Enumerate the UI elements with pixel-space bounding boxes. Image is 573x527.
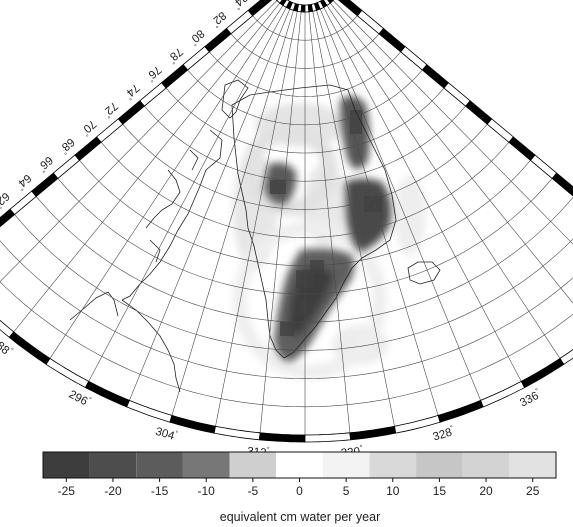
meridian-line xyxy=(332,0,573,303)
iceland-coastline xyxy=(407,261,441,285)
colorbar-tick-label: -25 xyxy=(58,484,76,498)
colorbar-tick-label: -5 xyxy=(248,484,259,498)
frame-segment xyxy=(337,0,363,17)
colorbar-tick-label: 20 xyxy=(479,484,493,498)
colorbar-tick-label: -15 xyxy=(151,484,169,498)
meridian-line xyxy=(312,11,395,427)
colorbar-tick-label: 0 xyxy=(296,484,303,498)
anomaly-ring-south-light xyxy=(233,221,387,379)
colorbar-bin xyxy=(89,452,137,478)
meridian-line xyxy=(215,11,298,427)
longitude-label: 336° xyxy=(517,387,543,410)
frame-segment xyxy=(559,349,573,365)
latitude-label: 74° xyxy=(122,81,143,102)
map-frame xyxy=(0,0,573,443)
colorbar-title: equivalent cm water per year xyxy=(220,510,381,524)
anomaly-east-light xyxy=(394,175,426,255)
latitude-label: 62° xyxy=(0,190,13,211)
colorbar-bin xyxy=(43,452,90,478)
meridian-line xyxy=(88,7,287,382)
colorbar-tick-label: 5 xyxy=(343,484,350,498)
frame-segment xyxy=(332,0,335,2)
meridian-line xyxy=(49,5,284,359)
colorbar-bin xyxy=(229,452,277,478)
meridian-line xyxy=(308,11,351,433)
latitude-label: 66° xyxy=(35,153,56,174)
colorbar: -25 -20 -15 -10 -5 0 5 10 15 20 25 equivalent cm w… xyxy=(42,451,557,524)
light-positive-anomalies xyxy=(233,103,426,379)
colorbar-bin xyxy=(322,452,370,478)
colorbar-bin xyxy=(136,452,183,478)
meridian-line xyxy=(171,10,294,416)
colorbar-bin xyxy=(509,452,556,478)
colorbar-tick-label: 10 xyxy=(386,484,400,498)
latitude-label: 72° xyxy=(100,99,121,120)
latitude-label: 64° xyxy=(13,171,34,192)
colorbar-tick-label: -10 xyxy=(198,484,216,498)
blocky-grid-overlay xyxy=(270,110,382,336)
meridian-line xyxy=(0,0,278,303)
latitude-label: 68° xyxy=(57,135,78,156)
colorbar-bin xyxy=(276,452,323,478)
colorbar-tick-label: -20 xyxy=(104,484,122,498)
frame-segment xyxy=(247,0,273,17)
longitude-label: 328° xyxy=(431,424,456,444)
colorbar-bin xyxy=(369,452,417,478)
meridian-line xyxy=(323,7,522,382)
map-panel: 56°58°60°62°64°66°68°70°72°74°76°78°80°8… xyxy=(0,0,573,460)
latitude-label: 80° xyxy=(186,27,207,48)
colorbar-tick-label: 25 xyxy=(526,484,540,498)
labrador-coastline xyxy=(121,299,181,393)
colorbar-bin xyxy=(462,452,510,478)
ellesmere-coastline xyxy=(221,79,249,119)
map-sector-background xyxy=(0,0,573,435)
longitude-label: 296° xyxy=(67,387,93,410)
latitude-label: 70° xyxy=(78,117,99,138)
meridian-line xyxy=(316,10,439,416)
longitude-label: 304° xyxy=(154,424,179,444)
latitude-label: 82° xyxy=(208,9,229,30)
baffin-coastline xyxy=(121,129,223,301)
latitude-label: 76° xyxy=(143,63,164,84)
meridian-line xyxy=(13,2,281,333)
frame-segment xyxy=(300,4,306,13)
meridian-line xyxy=(259,11,302,433)
latitude-label: 78° xyxy=(165,45,186,66)
colorbar-bins xyxy=(43,452,556,478)
colorbar-ticks: -25 -20 -15 -10 -5 0 5 10 15 20 25 xyxy=(58,478,540,498)
meridian-line xyxy=(329,2,573,333)
hudson-coastline xyxy=(69,291,119,321)
greenland-coastline xyxy=(231,84,397,359)
colorbar-tick-label: 15 xyxy=(433,484,447,498)
colorbar-bin xyxy=(182,452,230,478)
meridian-line xyxy=(326,5,561,359)
meridian-line xyxy=(319,8,481,401)
anomaly-ring-north-light xyxy=(242,124,338,216)
latitude-label: 84° xyxy=(230,0,251,12)
meridian-line xyxy=(129,8,291,401)
colorbar-bin xyxy=(416,452,463,478)
